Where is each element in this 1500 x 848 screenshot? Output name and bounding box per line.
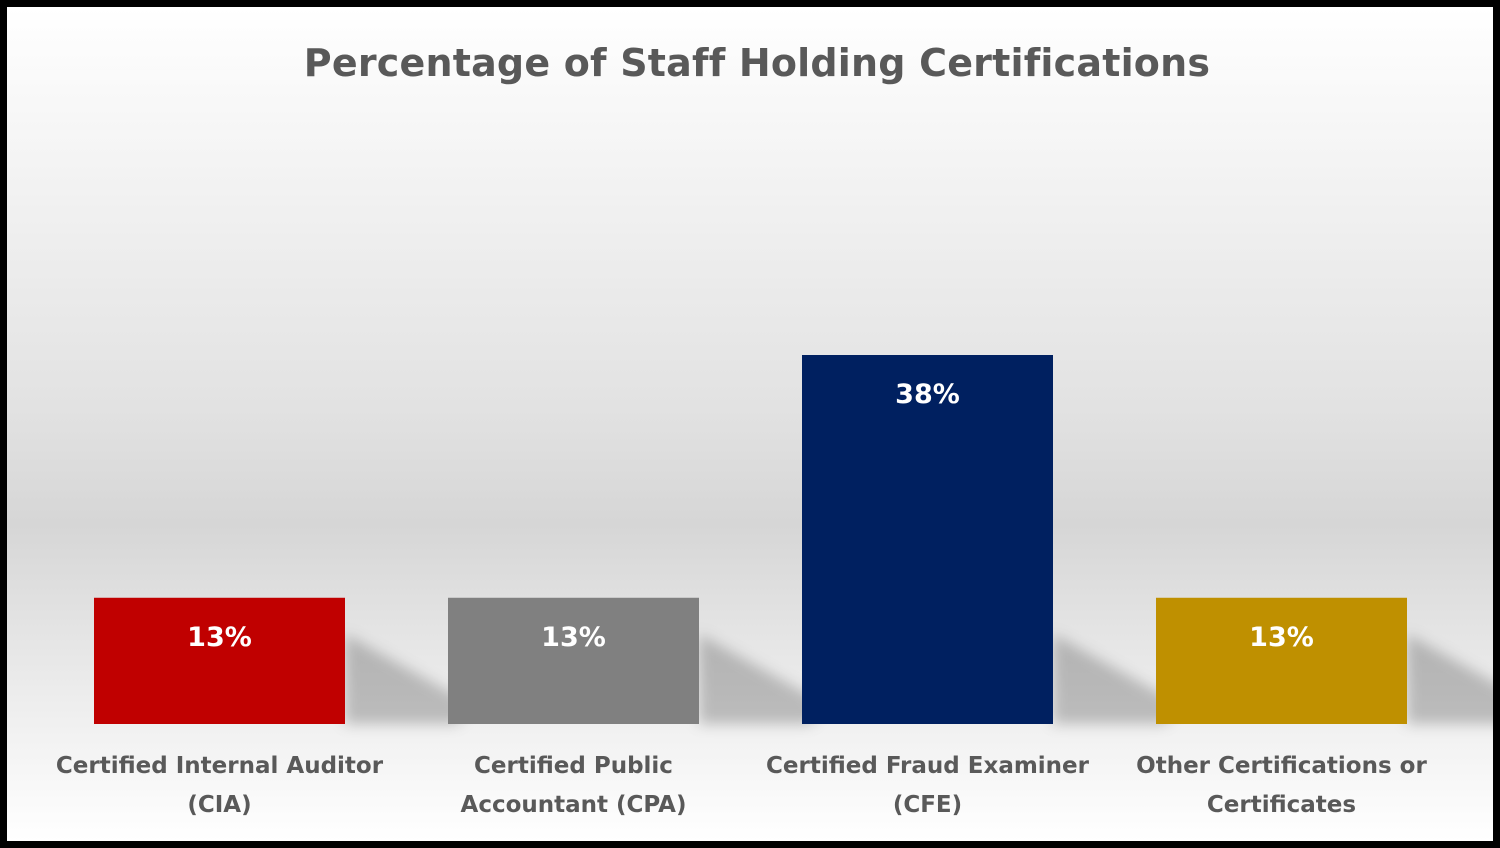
category-label: (CIA) <box>187 792 251 818</box>
bar-shadow <box>699 634 829 724</box>
chart-title: Percentage of Staff Holding Certificatio… <box>303 41 1211 85</box>
bar <box>1156 597 1407 724</box>
data-label: 13% <box>187 622 252 653</box>
data-label: 13% <box>541 622 606 653</box>
bar-shadow <box>345 634 475 724</box>
category-label: Certified Fraud Examiner <box>766 753 1090 779</box>
value-labels: 13% 13% 38% 13% <box>187 379 1314 653</box>
bars <box>94 355 1407 724</box>
category-label: Accountant (CPA) <box>461 792 687 818</box>
bar-shadows <box>345 634 1493 724</box>
category-label: Certificates <box>1207 792 1356 818</box>
category-label: Certified Internal Auditor <box>56 753 384 779</box>
bar <box>802 355 1053 724</box>
category-label: Other Certifications or <box>1136 753 1427 779</box>
bar-chart-plot: 13% 13% 38% 13% Certified Internal Auditor (… <box>56 355 1493 818</box>
category-label: (CFE) <box>893 792 962 818</box>
data-label: 38% <box>895 379 960 410</box>
bar <box>448 597 699 724</box>
data-label: 13% <box>1249 622 1314 653</box>
bar-shadow <box>1053 634 1183 724</box>
category-label: Certified Public <box>474 753 673 779</box>
category-labels: Certified Internal Auditor (CIA) Certified… <box>56 753 1428 818</box>
bar <box>94 597 345 724</box>
bar-shadow <box>1407 634 1493 724</box>
